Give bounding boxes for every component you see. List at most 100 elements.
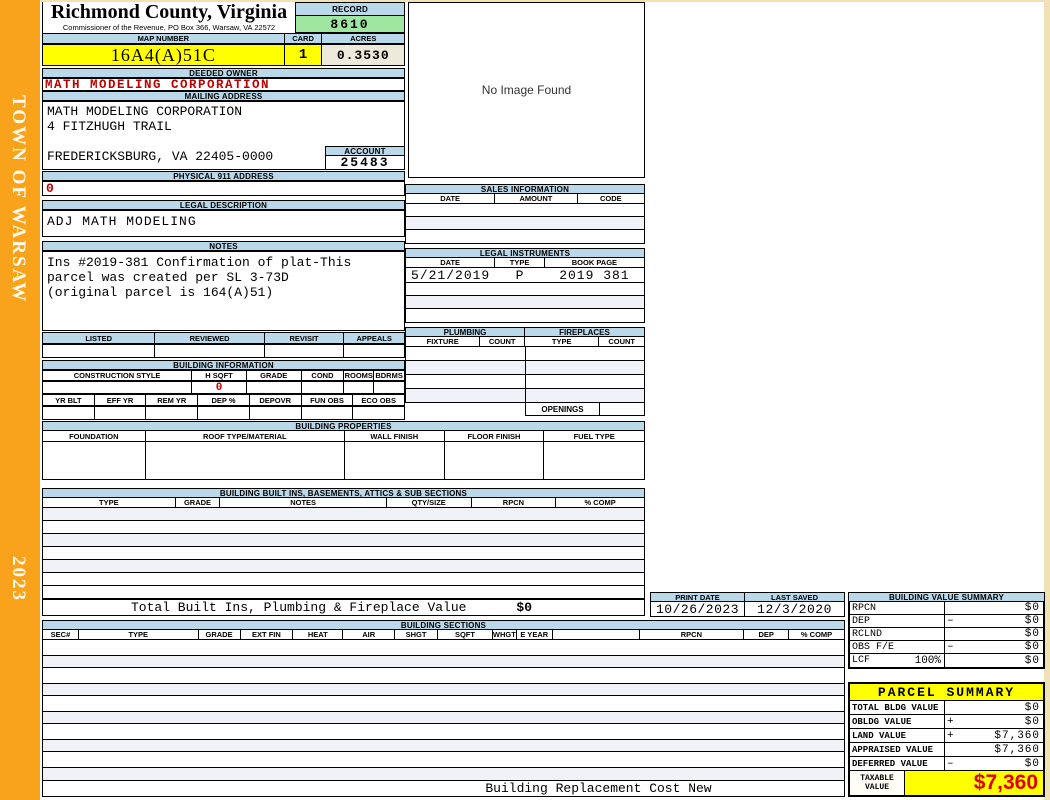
built-ins-header-row: TYPE GRADE NOTES QTY/SIZE RPCN % COMP xyxy=(42,498,645,508)
tax-year-label: 2023 xyxy=(8,556,29,602)
empty-row xyxy=(406,389,644,402)
taxable-value: $7,360 xyxy=(973,771,1038,794)
top-trim xyxy=(40,0,1050,2)
bs-air-label: AIR xyxy=(343,630,396,639)
plumbing-label: PLUMBING xyxy=(406,328,525,337)
openings-label: OPENINGS xyxy=(525,403,600,416)
fixture-label: FIXTURE xyxy=(406,337,481,346)
empty-row xyxy=(43,508,644,521)
legal-instruments-rows xyxy=(405,283,645,323)
ps-label: OBLDG VALUE xyxy=(850,715,945,728)
deeded-owner-value: MATH MODELING CORPORATION xyxy=(42,78,405,92)
li-type-value: P xyxy=(515,267,525,283)
grade-label: GRADE xyxy=(247,371,302,380)
legal-description-label: LEGAL DESCRIPTION xyxy=(42,200,405,210)
map-value-row: 16A4(A)51C 1 0.3530 xyxy=(42,44,405,66)
yrblt-label: YR BLT xyxy=(43,395,95,405)
bs-grade-label: GRADE xyxy=(199,630,241,639)
construction-style-label: CONSTRUCTION STYLE xyxy=(43,371,193,380)
bs-extfin-label: EXT FIN xyxy=(241,630,294,639)
empty-cell xyxy=(445,442,545,479)
bdrms-label: BDRMS xyxy=(375,371,403,380)
ps-value: $0 xyxy=(1024,715,1040,728)
mailing-address-label: MAILING ADDRESS xyxy=(42,91,405,101)
building-information-label: BUILDING INFORMATION xyxy=(42,360,405,370)
empty-row xyxy=(43,573,644,586)
empty-row xyxy=(406,347,644,361)
ps-label: TOTAL BLDG VALUE xyxy=(850,701,945,714)
ps-value: $7,360 xyxy=(994,729,1040,742)
empty-row xyxy=(406,283,644,296)
record-label: RECORD xyxy=(295,2,405,16)
empty-row xyxy=(43,586,644,599)
ps-sign: + xyxy=(947,715,954,728)
ps-value: $7,360 xyxy=(994,743,1040,756)
openings-value xyxy=(600,403,645,416)
bvs-label: DEP xyxy=(850,615,945,627)
building-properties-value-row xyxy=(42,442,645,480)
wall-finish-label: WALL FINISH xyxy=(345,431,445,441)
bs-comp-label: % COMP xyxy=(800,630,833,639)
parcel-summary-table: PARCEL SUMMARY TOTAL BLDG VALUE $0 OBLDG… xyxy=(848,682,1045,797)
card-label: CARD xyxy=(285,34,323,43)
empty-cell xyxy=(374,382,404,393)
hsqft-value: 0 xyxy=(192,382,247,394)
empty-cell xyxy=(544,442,644,479)
building-sections-header-row: SEC# TYPE GRADE EXT FIN HEAT AIR SHGT SQ… xyxy=(42,630,845,640)
taxable-value-row: TAXABLE VALUE $7,360 xyxy=(850,771,1043,795)
building-sections-rows xyxy=(42,640,845,780)
bi-grade-label: GRADE xyxy=(176,498,221,507)
bs-whgt-label: WHGT xyxy=(492,630,517,639)
building-properties-header-row: FOUNDATION ROOF TYPE/MATERIAL WALL FINIS… xyxy=(42,431,645,442)
li-bookpage-label: BOOK PAGE xyxy=(571,258,618,267)
account-label: ACCOUNT xyxy=(325,146,405,156)
building-value-summary-label: BUILDING VALUE SUMMARY xyxy=(848,592,1045,602)
deeded-owner-label: DEEDED OWNER xyxy=(42,68,405,78)
empty-cell xyxy=(198,407,250,419)
remyr-label: REM YR xyxy=(146,395,199,405)
fireplace-type-label: TYPE xyxy=(525,337,600,346)
empty-row xyxy=(406,361,644,375)
property-image-panel: No Image Found xyxy=(408,2,645,178)
notes-line: (original parcel is 164(A)51) xyxy=(47,285,274,300)
empty-row xyxy=(43,740,844,752)
bvs-label: RPCN xyxy=(850,602,945,614)
empty-cell xyxy=(265,345,345,357)
bvs-row: LCF 100% $0 xyxy=(850,654,1043,667)
empty-row xyxy=(43,752,844,768)
sales-amount-label: AMOUNT xyxy=(495,194,578,203)
ps-sign: – xyxy=(947,757,954,770)
fixture-count-label: COUNT xyxy=(480,337,525,346)
county-title: Richmond County, Virginia xyxy=(50,1,288,23)
bs-sqft-label: SQFT xyxy=(438,630,493,639)
bs-rpcn-label: RPCN xyxy=(640,630,745,639)
fuel-type-label: FUEL TYPE xyxy=(573,431,615,441)
legal-instruments-label: LEGAL INSTRUMENTS xyxy=(405,248,645,258)
legal-instruments-header-row: DATE TYPE BOOK PAGE xyxy=(405,258,645,268)
notes-line: parcel was created per SL 3-73D xyxy=(47,270,289,285)
map-number-value: 16A4(A)51C xyxy=(43,45,285,65)
mailing-line: MATH MODELING CORPORATION xyxy=(47,104,243,119)
ps-row: DEFERRED VALUE – $0 xyxy=(850,757,1043,771)
notes-line: Ins #2019-381 Confirmation of plat-This xyxy=(47,255,352,270)
physical-911-value: 0 xyxy=(42,181,405,196)
revisit-label: REVISIT xyxy=(265,333,345,343)
bs-type-label: TYPE xyxy=(79,630,199,639)
building-info-years-header-row: YR BLT EFF YR REM YR DEP % DEPOVR FUN OB… xyxy=(42,394,405,406)
bvs-value: $0 xyxy=(1024,602,1040,614)
mailing-line: FREDERICKSBURG, VA 22405-0000 xyxy=(47,149,274,164)
floor-finish-label: FLOOR FINISH xyxy=(445,431,545,441)
empty-cell xyxy=(344,345,404,357)
sales-code-label: CODE xyxy=(599,194,622,203)
building-info-years-value-row xyxy=(42,406,405,420)
dep-pct-label: DEP % xyxy=(198,395,250,405)
built-ins-label: BUILDING BUILT INS, BASEMENTS, ATTICS & … xyxy=(42,488,645,498)
bvs-row: RCLND $0 xyxy=(850,628,1043,641)
li-type-label: TYPE xyxy=(495,258,545,267)
empty-cell xyxy=(345,442,445,479)
bvs-row: OBS F/E – $0 xyxy=(850,641,1043,654)
ps-row: TOTAL BLDG VALUE $0 xyxy=(850,701,1043,715)
ps-row: LAND VALUE + $7,360 xyxy=(850,729,1043,743)
notes-block: Ins #2019-381 Confirmation of plat-This … xyxy=(42,251,405,331)
ps-row: APPRAISED VALUE $7,360 xyxy=(850,743,1043,757)
